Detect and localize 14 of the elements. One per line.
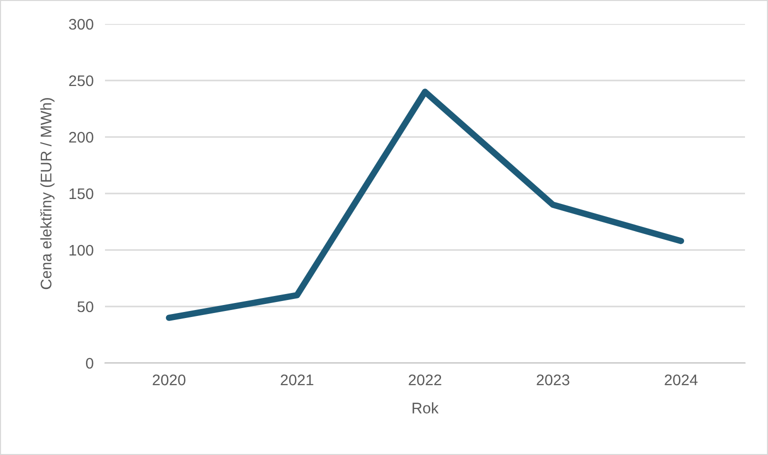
y-tick-label: 50 — [78, 301, 94, 312]
x-axis-title: Rok — [412, 402, 439, 414]
x-tick-label: 2024 — [664, 374, 698, 386]
x-tick-label: 2023 — [536, 374, 570, 386]
y-tick-label: 100 — [70, 244, 94, 256]
y-tick-label: 250 — [69, 75, 94, 86]
y-tick-label: 0 — [86, 358, 94, 369]
x-tick-label: 2022 — [408, 374, 442, 386]
y-tick-label: 200 — [69, 132, 94, 143]
y-tick-label: 300 — [68, 18, 94, 30]
x-tick-label: 2021 — [280, 374, 314, 386]
y-axis-title: Cena elektřiny (EUR / MWh) — [40, 98, 55, 290]
x-tick-label: 2020 — [152, 374, 186, 386]
y-tick-label: 150 — [70, 188, 94, 200]
